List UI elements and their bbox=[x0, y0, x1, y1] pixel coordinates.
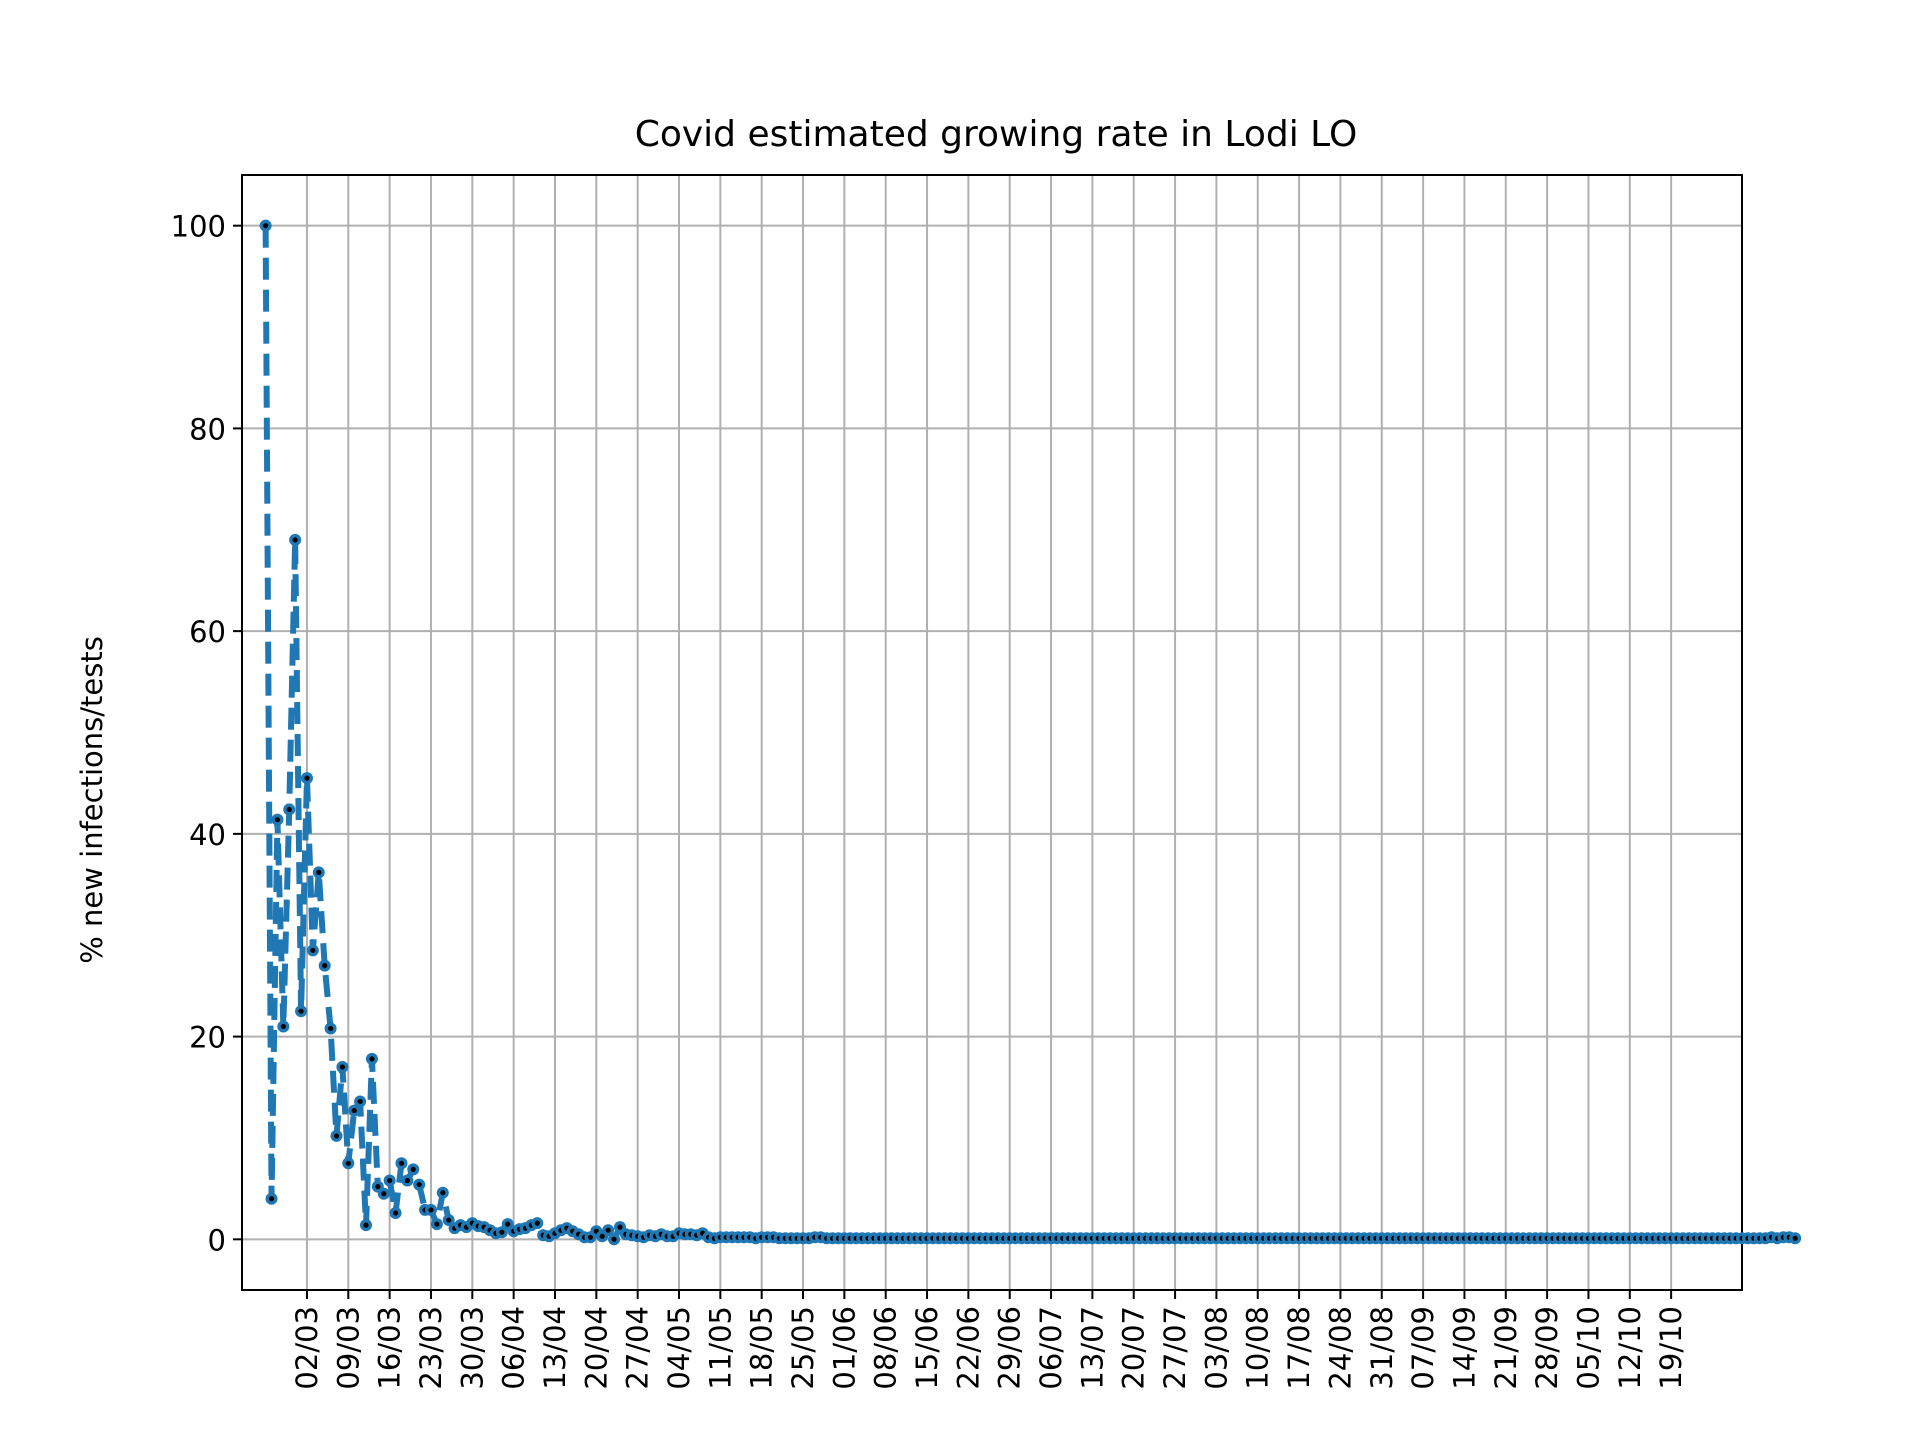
chart-title: Covid estimated growing rate in Lodi LO bbox=[635, 114, 1358, 155]
data-point bbox=[392, 1210, 399, 1216]
x-tick-label: 30/03 bbox=[455, 1306, 489, 1390]
x-tick-label: 10/08 bbox=[1241, 1306, 1275, 1390]
data-point bbox=[404, 1177, 410, 1184]
data-point bbox=[292, 537, 298, 543]
x-tick-label: 15/06 bbox=[910, 1306, 944, 1390]
data-point bbox=[398, 1160, 405, 1166]
grid-lines bbox=[242, 175, 1742, 1290]
data-point bbox=[345, 1160, 351, 1166]
y-axis-label: % new infections/tests bbox=[75, 636, 109, 964]
x-tick-label: 12/10 bbox=[1613, 1306, 1647, 1390]
y-tick-label: 60 bbox=[189, 615, 226, 649]
x-tick-label: 29/06 bbox=[993, 1306, 1027, 1390]
y-tick-label: 20 bbox=[189, 1021, 226, 1055]
x-tick-label: 27/04 bbox=[621, 1306, 655, 1390]
data-point bbox=[1792, 1235, 1798, 1241]
data-point bbox=[534, 1220, 540, 1226]
x-tick-label: 20/04 bbox=[579, 1306, 613, 1390]
x-tick-label: 24/08 bbox=[1323, 1306, 1357, 1390]
data-point bbox=[333, 1133, 340, 1139]
x-tick-label: 03/08 bbox=[1199, 1306, 1233, 1390]
x-tick-label: 28/09 bbox=[1530, 1306, 1564, 1390]
data-point bbox=[363, 1222, 369, 1228]
x-tick-label: 08/06 bbox=[869, 1306, 903, 1390]
axes-frame bbox=[241, 174, 1743, 1291]
y-tick-label: 0 bbox=[208, 1223, 226, 1257]
data-point bbox=[617, 1224, 623, 1230]
x-tick-label: 13/07 bbox=[1075, 1306, 1109, 1390]
data-point bbox=[274, 817, 281, 823]
x-tick-label: 18/05 bbox=[745, 1306, 779, 1390]
data-point bbox=[446, 1217, 452, 1223]
data-point bbox=[310, 947, 316, 954]
data-point bbox=[286, 806, 292, 813]
data-point bbox=[410, 1166, 416, 1172]
data-point bbox=[375, 1184, 381, 1190]
data-point bbox=[416, 1181, 422, 1188]
x-tick-label: 20/07 bbox=[1117, 1306, 1151, 1390]
y-tick-label: 40 bbox=[189, 818, 226, 852]
x-tick-label: 13/04 bbox=[538, 1306, 572, 1390]
data-point bbox=[280, 1023, 286, 1030]
data-point bbox=[387, 1177, 393, 1184]
x-tick-label: 07/09 bbox=[1406, 1306, 1440, 1390]
x-tick-label: 25/05 bbox=[786, 1306, 820, 1390]
data-point bbox=[440, 1190, 446, 1196]
x-tick-label: 09/03 bbox=[331, 1306, 365, 1390]
data-point bbox=[505, 1221, 511, 1227]
data-point bbox=[369, 1056, 375, 1062]
x-tick-label: 16/03 bbox=[373, 1306, 407, 1390]
data-point bbox=[381, 1191, 387, 1197]
data-point bbox=[499, 1229, 505, 1235]
data-point bbox=[322, 963, 328, 969]
y-tick-label: 100 bbox=[171, 210, 226, 244]
x-tick-label: 19/10 bbox=[1654, 1306, 1688, 1390]
x-tick-label: 02/03 bbox=[290, 1306, 324, 1390]
data-point bbox=[357, 1098, 363, 1105]
y-tick-label: 80 bbox=[189, 412, 226, 446]
data-point bbox=[263, 223, 269, 229]
data-point bbox=[316, 869, 322, 875]
x-tick-label: 31/08 bbox=[1365, 1306, 1399, 1390]
x-tick-label: 01/06 bbox=[827, 1306, 861, 1390]
x-tick-label: 06/04 bbox=[497, 1306, 531, 1390]
data-point bbox=[434, 1221, 440, 1227]
data-point bbox=[339, 1064, 345, 1070]
series-markers bbox=[259, 219, 1802, 1246]
data-point bbox=[587, 1234, 594, 1240]
data-point bbox=[605, 1227, 611, 1233]
x-tick-label: 11/05 bbox=[703, 1306, 737, 1390]
x-tick-label: 21/09 bbox=[1489, 1306, 1523, 1390]
data-point bbox=[268, 1196, 275, 1202]
x-tick-label: 04/05 bbox=[662, 1306, 696, 1390]
data-point bbox=[351, 1107, 357, 1114]
data-point bbox=[327, 1025, 334, 1032]
x-tick-label: 23/03 bbox=[414, 1306, 448, 1390]
data-point bbox=[304, 775, 310, 781]
x-tick-label: 27/07 bbox=[1158, 1306, 1192, 1390]
data-point bbox=[298, 1008, 304, 1014]
data-point bbox=[599, 1233, 605, 1239]
x-tick-label: 17/08 bbox=[1282, 1306, 1316, 1390]
x-tick-label: 05/10 bbox=[1571, 1306, 1605, 1390]
x-tick-label: 22/06 bbox=[951, 1306, 985, 1390]
data-point bbox=[428, 1207, 434, 1213]
x-tick-label: 06/07 bbox=[1034, 1306, 1068, 1390]
data-point bbox=[611, 1236, 617, 1242]
x-tick-label: 14/09 bbox=[1447, 1306, 1481, 1390]
